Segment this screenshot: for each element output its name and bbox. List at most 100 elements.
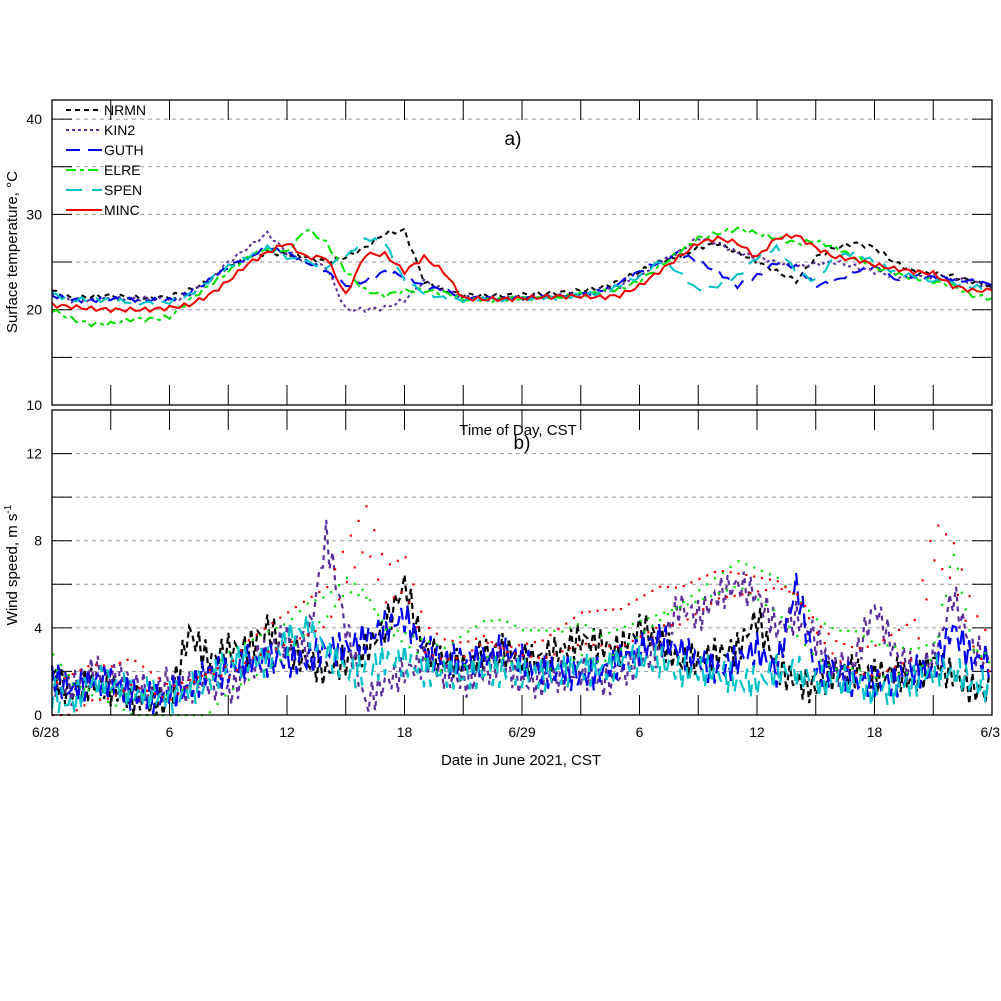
legend: NRMN KIN2 GUTH ELRE SPEN MINC — [66, 102, 146, 218]
data-point — [737, 560, 740, 563]
data-point — [874, 676, 877, 679]
data-point — [306, 633, 309, 636]
data-point — [941, 603, 944, 606]
data-point — [866, 645, 869, 648]
data-point — [345, 581, 348, 584]
data-point — [263, 627, 266, 630]
data-point — [988, 670, 991, 673]
data-point — [921, 664, 924, 667]
data-point — [408, 601, 411, 604]
data-point — [353, 582, 356, 585]
x-axis-title-a: Time of Day, CST — [459, 422, 577, 439]
series-b — [50, 505, 991, 717]
data-point — [318, 621, 321, 624]
data-point — [612, 654, 615, 657]
panel-a-label: a) — [505, 129, 522, 150]
series-line-kin2 — [50, 519, 990, 712]
data-point — [663, 611, 666, 614]
data-point — [243, 642, 247, 645]
data-point — [275, 626, 278, 630]
data-point — [420, 610, 423, 613]
data-point — [294, 644, 297, 647]
data-point — [980, 655, 983, 658]
data-point — [600, 634, 603, 638]
data-point — [894, 666, 897, 669]
data-point — [870, 674, 873, 677]
data-point — [776, 576, 779, 579]
y-tick-label: 30 — [26, 206, 42, 222]
data-point — [294, 606, 297, 609]
data-point — [196, 676, 200, 679]
data-point — [651, 589, 654, 593]
data-point — [686, 603, 689, 606]
data-point — [310, 595, 313, 598]
legend-item: MINC — [66, 202, 140, 218]
data-point — [612, 608, 615, 611]
data-point — [811, 616, 814, 619]
series-line-elre — [51, 226, 993, 328]
data-point — [290, 617, 294, 620]
panel-b-frame — [51, 409, 993, 716]
data-point — [384, 628, 388, 631]
data-point — [204, 675, 207, 678]
data-point — [749, 591, 752, 595]
data-point — [208, 711, 211, 714]
data-point — [721, 570, 724, 573]
data-point — [956, 593, 959, 597]
data-point — [83, 704, 86, 707]
data-point — [373, 529, 376, 532]
data-point — [243, 661, 247, 664]
data-point — [623, 625, 626, 628]
data-point — [416, 652, 419, 655]
data-point — [553, 629, 556, 633]
data-point — [968, 629, 971, 632]
data-point — [424, 657, 427, 661]
data-point — [240, 683, 243, 686]
data-point — [275, 647, 278, 650]
data-point — [326, 615, 329, 618]
data-point — [396, 629, 399, 632]
data-point — [514, 624, 517, 627]
data-point — [745, 563, 748, 566]
data-point — [271, 664, 274, 667]
data-point — [279, 616, 282, 619]
data-point — [349, 591, 352, 594]
data-point — [596, 609, 599, 612]
data-point — [682, 584, 685, 588]
data-point — [251, 638, 254, 641]
data-point — [729, 565, 732, 568]
data-point — [549, 633, 552, 636]
data-point — [780, 616, 783, 619]
legend-label: MINC — [104, 202, 140, 218]
data-point — [717, 592, 720, 595]
data-point — [976, 649, 979, 652]
data-point — [835, 668, 838, 671]
data-point — [851, 667, 854, 670]
data-point — [576, 643, 579, 647]
data-point — [933, 559, 936, 562]
data-point — [110, 690, 113, 693]
data-point — [835, 639, 838, 643]
data-point — [553, 653, 556, 656]
data-point — [729, 571, 732, 574]
series-line-kin2 — [51, 230, 993, 314]
data-point — [412, 635, 415, 638]
data-point — [400, 591, 403, 594]
data-point — [972, 645, 975, 648]
data-point — [91, 694, 94, 697]
data-point — [937, 524, 940, 527]
data-point — [588, 657, 591, 660]
x-axis-title-b: Date in June 2021, CST — [441, 752, 601, 769]
data-point — [79, 686, 82, 689]
data-point — [87, 665, 90, 668]
data-point — [561, 630, 564, 633]
data-point — [447, 658, 450, 661]
data-point — [670, 623, 673, 627]
data-point — [804, 604, 807, 607]
data-point — [702, 597, 705, 601]
data-point — [220, 674, 223, 677]
data-point — [839, 660, 842, 663]
data-point — [298, 637, 301, 640]
data-point — [341, 550, 344, 553]
